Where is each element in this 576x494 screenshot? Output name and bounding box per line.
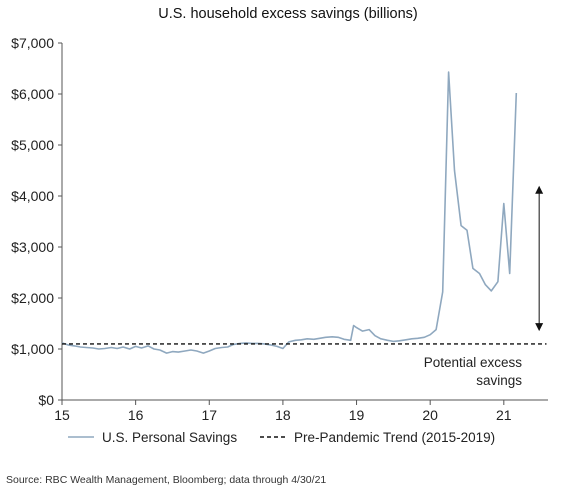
- arrow-head-up: [535, 185, 544, 194]
- savings-line: [61, 71, 518, 354]
- legend-label: U.S. Personal Savings: [102, 430, 237, 445]
- axes: $0 $1,000 $2,000 $3,000 $4,000 $5,000 $6,000 $7…: [11, 35, 548, 423]
- annotation-label: savings: [476, 373, 522, 388]
- x-tick-label: 18: [275, 407, 291, 423]
- x-tick-label: 15: [54, 407, 70, 423]
- x-tick-label: 20: [422, 407, 438, 423]
- y-tick-label: $1,000: [11, 341, 54, 357]
- y-tick-label: $4,000: [11, 188, 54, 204]
- y-tick-label: $0: [38, 392, 54, 408]
- legend-label: Pre-Pandemic Trend (2015-2019): [294, 430, 495, 445]
- chart-title: U.S. household excess savings (billions): [158, 6, 418, 22]
- legend: U.S. Personal Savings Pre-Pandemic Trend …: [68, 430, 495, 445]
- annotation-layer: Potential excess savings: [424, 185, 544, 388]
- y-tick-label: $2,000: [11, 290, 54, 306]
- series-layer: [61, 71, 547, 354]
- x-tick-label: 17: [201, 407, 217, 423]
- y-tick-label: $3,000: [11, 239, 54, 255]
- x-tick-label: 19: [349, 407, 365, 423]
- annotation-label: Potential excess: [424, 355, 523, 370]
- arrow-head-down: [535, 323, 544, 332]
- source-note: Source: RBC Wealth Management, Bloomberg…: [6, 474, 327, 486]
- y-tick-label: $7,000: [11, 35, 54, 51]
- x-tick-label: 21: [496, 407, 512, 423]
- y-tick-label: $5,000: [11, 137, 54, 153]
- x-tick-label: 16: [128, 407, 144, 423]
- y-tick-label: $6,000: [11, 86, 54, 102]
